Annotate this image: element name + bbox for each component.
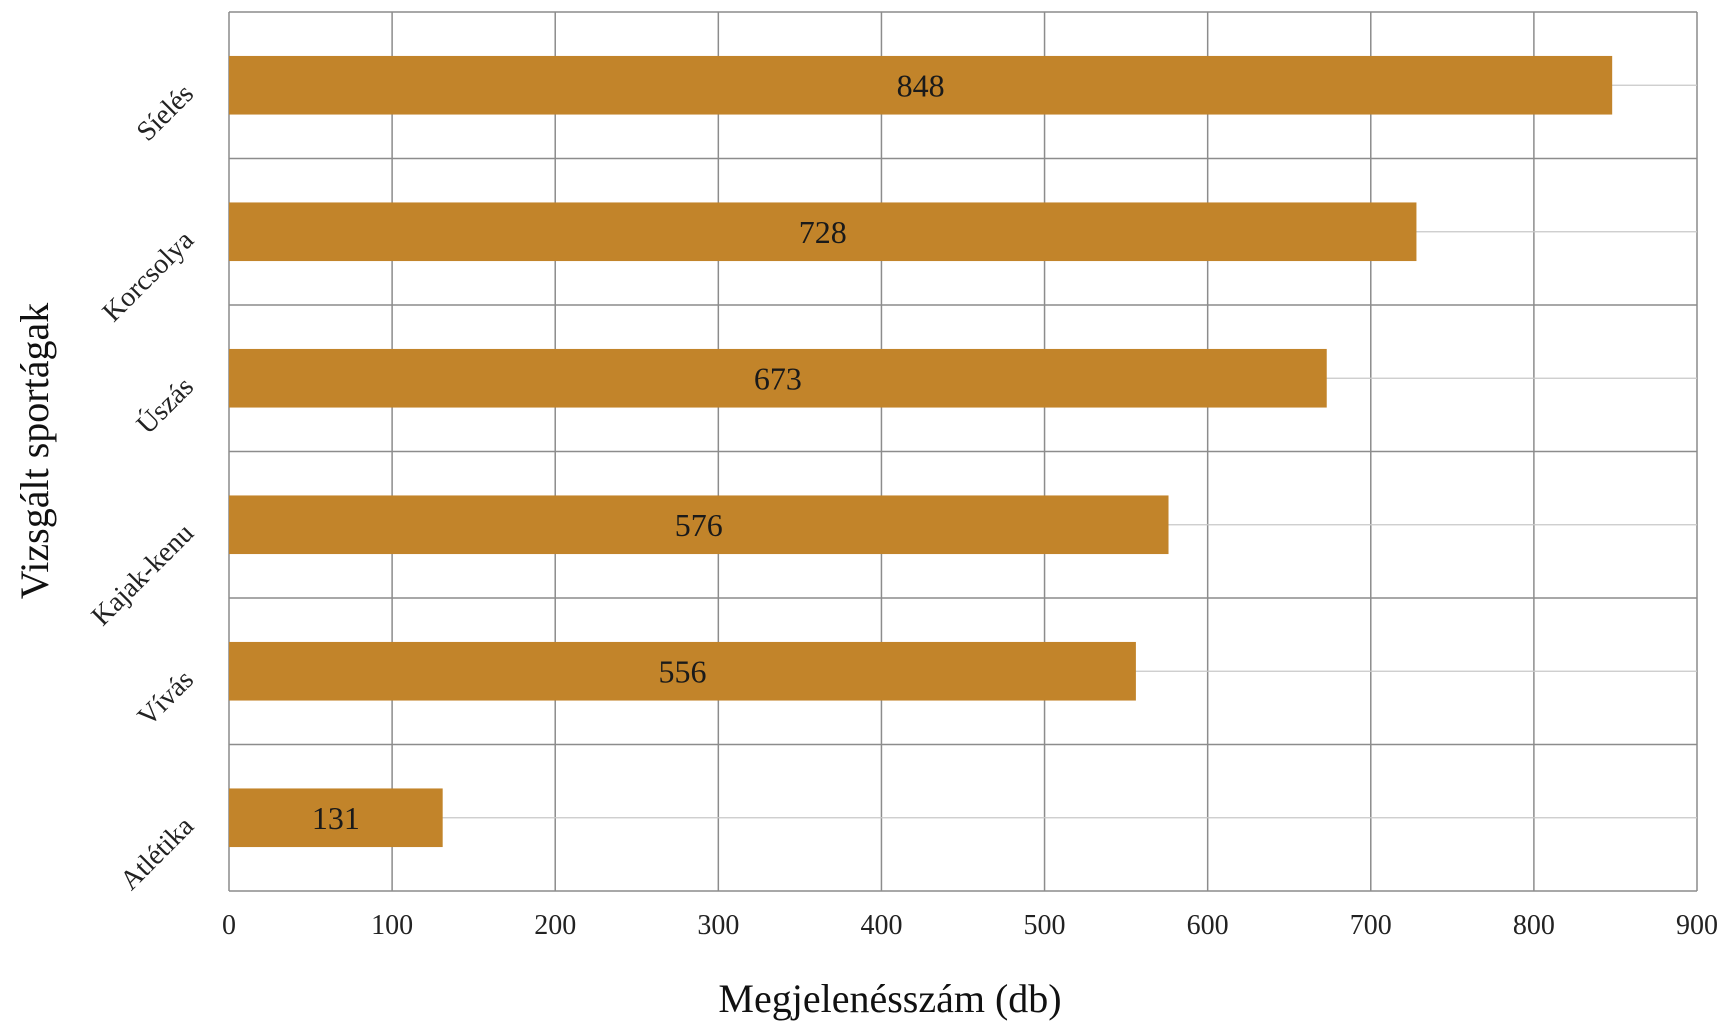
- data-label-4: 556: [658, 653, 706, 689]
- x-tick-label-4: 400: [860, 910, 902, 941]
- bar-3: [229, 495, 1169, 555]
- category-label-4: Vívás: [132, 664, 200, 732]
- category-label-2: Úszás: [131, 371, 200, 440]
- bar-0: [229, 55, 1613, 115]
- y-axis-title: Vizsgált sportágak: [12, 303, 57, 599]
- bar-5: [229, 788, 443, 848]
- data-labels: 848 728 673 576 556 131: [312, 67, 945, 836]
- y-axis-categories: Síelés Korcsolya Úszás Kajak-kenu Vívás Atlét…: [86, 78, 201, 896]
- data-label-1: 728: [799, 214, 847, 250]
- data-label-5: 131: [312, 800, 360, 836]
- x-axis-title: Megjelenésszám (db): [718, 976, 1061, 1021]
- x-tick-label-6: 600: [1187, 910, 1229, 941]
- x-tick-label-0: 0: [222, 910, 236, 941]
- x-tick-label-3: 300: [697, 910, 739, 941]
- data-label-3: 576: [675, 507, 723, 543]
- x-tick-label-1: 100: [371, 910, 413, 941]
- bars: [229, 55, 1613, 848]
- category-label-0: Síelés: [131, 78, 200, 147]
- category-label-3: Kajak-kenu: [86, 518, 200, 632]
- x-tick-label-9: 900: [1676, 910, 1718, 941]
- x-axis-ticks: 0 100 200 300 400 500 600 700 800 900: [222, 910, 1718, 941]
- data-label-0: 848: [897, 67, 945, 103]
- data-label-2: 673: [754, 360, 802, 396]
- x-tick-label-8: 800: [1513, 910, 1555, 941]
- bar-4: [229, 641, 1136, 701]
- x-tick-label-7: 700: [1350, 910, 1392, 941]
- grid: [228, 11, 1698, 892]
- bar-2: [229, 348, 1327, 408]
- category-label-1: Korcsolya: [97, 224, 201, 328]
- category-label-5: Atlétika: [114, 810, 200, 896]
- x-tick-label-5: 500: [1024, 910, 1066, 941]
- x-tick-label-2: 200: [534, 910, 576, 941]
- bar-1: [229, 202, 1417, 262]
